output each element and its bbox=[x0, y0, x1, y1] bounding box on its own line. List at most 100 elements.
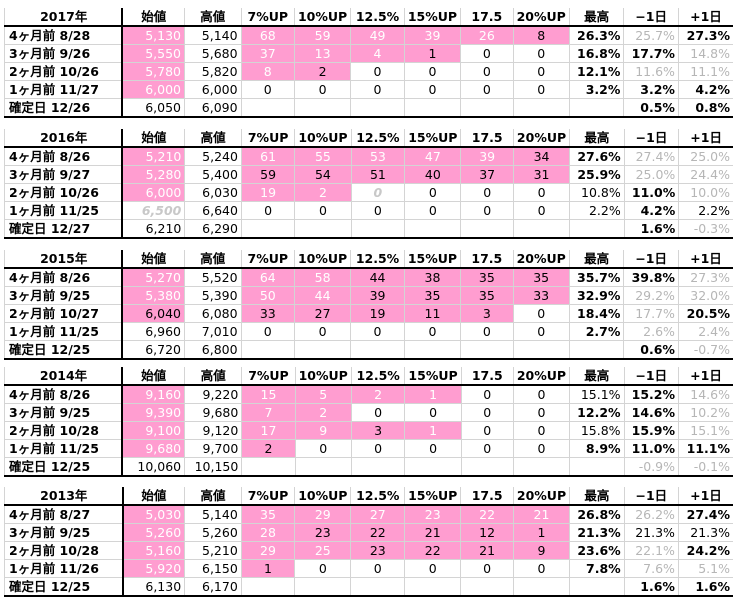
column-header-p10[interactable]: 10%UP bbox=[295, 367, 351, 385]
row-label[interactable]: 1ヶ月前 11/25 bbox=[5, 202, 123, 220]
row-label[interactable]: 1ヶ月前 11/25 bbox=[5, 440, 123, 458]
plus-1-day[interactable]: 27.3% bbox=[678, 268, 733, 287]
count-17-5pct[interactable] bbox=[461, 220, 513, 239]
column-header-max[interactable]: 最高 bbox=[570, 129, 625, 147]
column-header-p15[interactable]: 15%UP bbox=[404, 250, 460, 268]
count-20pct[interactable] bbox=[513, 578, 569, 597]
count-7pct[interactable]: 28 bbox=[241, 524, 294, 542]
column-header-plus1[interactable]: +1日 bbox=[678, 487, 733, 505]
column-header-max[interactable]: 最高 bbox=[569, 250, 624, 268]
column-header-p125[interactable]: 12.5% bbox=[351, 487, 405, 505]
minus-1-day[interactable]: 1.6% bbox=[624, 578, 678, 597]
column-header-plus1[interactable]: +1日 bbox=[678, 250, 733, 268]
count-7pct[interactable]: 0 bbox=[241, 323, 294, 341]
column-header-p175[interactable]: 17.5 bbox=[461, 250, 513, 268]
count-7pct[interactable]: 15 bbox=[242, 385, 295, 404]
column-header-p7[interactable]: 7%UP bbox=[241, 487, 294, 505]
count-12-5pct[interactable]: 0 bbox=[351, 63, 405, 81]
count-17-5pct[interactable] bbox=[461, 341, 513, 360]
count-10pct[interactable]: 9 bbox=[295, 422, 351, 440]
max-gain[interactable]: 2.7% bbox=[569, 323, 624, 341]
max-gain[interactable]: 26.8% bbox=[570, 505, 625, 524]
max-gain[interactable]: 3.2% bbox=[569, 81, 624, 99]
count-20pct[interactable] bbox=[513, 99, 569, 118]
minus-1-day[interactable]: 0.6% bbox=[624, 341, 679, 360]
count-15pct[interactable] bbox=[405, 578, 461, 597]
open-price[interactable]: 9,390 bbox=[122, 404, 185, 422]
column-header-high[interactable]: 高値 bbox=[185, 250, 242, 268]
high-price[interactable]: 9,220 bbox=[185, 385, 242, 404]
open-price[interactable]: 9,160 bbox=[122, 385, 185, 404]
column-header-p15[interactable]: 15%UP bbox=[405, 367, 461, 385]
count-12-5pct[interactable]: 0 bbox=[351, 202, 405, 220]
row-label[interactable]: 確定日 12/25 bbox=[5, 341, 123, 360]
high-price[interactable]: 5,400 bbox=[185, 166, 242, 184]
count-17-5pct[interactable]: 0 bbox=[461, 63, 513, 81]
high-price[interactable]: 5,260 bbox=[185, 524, 242, 542]
open-price[interactable]: 9,100 bbox=[122, 422, 185, 440]
count-20pct[interactable] bbox=[513, 458, 569, 477]
count-20pct[interactable]: 0 bbox=[513, 404, 569, 422]
count-20pct[interactable]: 0 bbox=[513, 440, 569, 458]
plus-1-day[interactable]: 24.4% bbox=[679, 166, 733, 184]
row-label[interactable]: 2ヶ月前 10/27 bbox=[5, 305, 123, 323]
count-20pct[interactable]: 34 bbox=[513, 147, 569, 166]
column-header-high[interactable]: 高値 bbox=[185, 487, 242, 505]
minus-1-day[interactable]: 7.6% bbox=[624, 560, 678, 578]
count-12-5pct[interactable]: 44 bbox=[351, 268, 405, 287]
count-10pct[interactable]: 23 bbox=[295, 524, 351, 542]
count-12-5pct[interactable] bbox=[351, 220, 405, 239]
max-gain[interactable]: 12.1% bbox=[569, 63, 624, 81]
minus-1-day[interactable]: 2.6% bbox=[624, 323, 679, 341]
open-price[interactable]: 6,500 bbox=[122, 202, 184, 220]
count-15pct[interactable]: 0 bbox=[405, 560, 461, 578]
row-label[interactable]: 2ヶ月前 10/26 bbox=[5, 184, 123, 202]
high-price[interactable]: 9,700 bbox=[185, 440, 242, 458]
high-price[interactable]: 9,680 bbox=[185, 404, 242, 422]
plus-1-day[interactable]: 20.5% bbox=[678, 305, 733, 323]
count-15pct[interactable] bbox=[405, 220, 461, 239]
count-17-5pct[interactable]: 37 bbox=[461, 166, 513, 184]
minus-1-day[interactable]: 25.7% bbox=[624, 26, 679, 45]
count-12-5pct[interactable]: 51 bbox=[351, 166, 405, 184]
row-label[interactable]: 2ヶ月前 10/28 bbox=[5, 422, 123, 440]
plus-1-day[interactable]: 4.2% bbox=[678, 81, 733, 99]
count-12-5pct[interactable]: 2 bbox=[351, 385, 405, 404]
count-12-5pct[interactable]: 0 bbox=[351, 560, 405, 578]
column-header-p10[interactable]: 10%UP bbox=[295, 129, 351, 147]
open-price[interactable]: 5,030 bbox=[123, 505, 185, 524]
minus-1-day[interactable]: 11.6% bbox=[624, 63, 679, 81]
column-header-p175[interactable]: 17.5 bbox=[461, 8, 513, 26]
count-7pct[interactable]: 59 bbox=[241, 166, 294, 184]
column-header-open[interactable]: 始値 bbox=[122, 8, 184, 26]
plus-1-day[interactable]: 27.4% bbox=[678, 505, 733, 524]
high-price[interactable]: 5,390 bbox=[185, 287, 242, 305]
count-7pct[interactable]: 68 bbox=[241, 26, 294, 45]
column-header-open[interactable]: 始値 bbox=[122, 129, 184, 147]
count-17-5pct[interactable]: 0 bbox=[461, 440, 513, 458]
minus-1-day[interactable]: 15.2% bbox=[624, 385, 678, 404]
plus-1-day[interactable]: 11.1% bbox=[679, 440, 733, 458]
column-header-p10[interactable]: 10%UP bbox=[294, 8, 350, 26]
count-10pct[interactable]: 0 bbox=[294, 81, 350, 99]
max-gain[interactable]: 26.3% bbox=[569, 26, 624, 45]
column-header-p20[interactable]: 20%UP bbox=[513, 487, 569, 505]
row-label[interactable]: 1ヶ月前 11/26 bbox=[5, 560, 123, 578]
count-10pct[interactable]: 0 bbox=[294, 323, 350, 341]
high-price[interactable]: 7,010 bbox=[185, 323, 242, 341]
count-7pct[interactable]: 2 bbox=[242, 440, 295, 458]
high-price[interactable]: 5,820 bbox=[185, 63, 242, 81]
year-label[interactable]: 2017年 bbox=[5, 8, 123, 26]
max-gain[interactable]: 32.9% bbox=[569, 287, 624, 305]
count-15pct[interactable]: 0 bbox=[405, 440, 461, 458]
count-15pct[interactable]: 0 bbox=[404, 63, 460, 81]
minus-1-day[interactable]: -0.9% bbox=[624, 458, 678, 477]
row-label[interactable]: 4ヶ月前 8/26 bbox=[5, 268, 123, 287]
count-10pct[interactable]: 0 bbox=[295, 440, 351, 458]
minus-1-day[interactable]: 29.2% bbox=[624, 287, 679, 305]
column-header-minus1[interactable]: −1日 bbox=[624, 8, 679, 26]
row-label[interactable]: 1ヶ月前 11/27 bbox=[5, 81, 123, 99]
column-header-open[interactable]: 始値 bbox=[122, 367, 185, 385]
count-12-5pct[interactable] bbox=[351, 578, 405, 597]
count-10pct[interactable]: 27 bbox=[294, 305, 350, 323]
